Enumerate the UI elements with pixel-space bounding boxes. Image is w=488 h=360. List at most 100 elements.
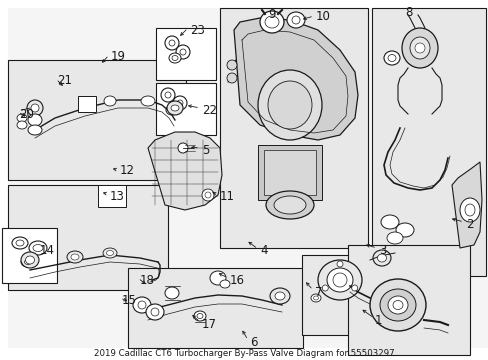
Ellipse shape: [169, 40, 175, 46]
Ellipse shape: [169, 108, 175, 112]
Ellipse shape: [392, 301, 402, 310]
Bar: [8, 60, 185, 180]
Ellipse shape: [169, 53, 181, 63]
Bar: [371, 8, 485, 276]
Ellipse shape: [226, 73, 237, 83]
Text: 14: 14: [40, 243, 55, 256]
Text: 20: 20: [19, 108, 34, 121]
Ellipse shape: [146, 304, 163, 320]
Ellipse shape: [267, 81, 311, 129]
Ellipse shape: [401, 28, 437, 68]
Ellipse shape: [209, 271, 225, 285]
Ellipse shape: [380, 215, 398, 229]
Ellipse shape: [27, 100, 43, 116]
Ellipse shape: [133, 297, 151, 313]
Ellipse shape: [313, 296, 318, 300]
Ellipse shape: [372, 250, 390, 266]
Ellipse shape: [336, 261, 342, 267]
Text: 21: 21: [57, 73, 72, 86]
Ellipse shape: [21, 252, 39, 268]
Ellipse shape: [24, 260, 31, 265]
Text: 15: 15: [122, 293, 137, 306]
Ellipse shape: [274, 292, 285, 300]
Ellipse shape: [332, 273, 346, 287]
Text: 5: 5: [202, 144, 209, 157]
Ellipse shape: [202, 189, 214, 201]
Text: 13: 13: [110, 189, 124, 202]
Bar: [258, 145, 321, 200]
Ellipse shape: [387, 54, 395, 62]
Ellipse shape: [197, 314, 203, 319]
Text: 18: 18: [140, 274, 155, 287]
Ellipse shape: [178, 143, 187, 153]
Bar: [302, 255, 393, 335]
Ellipse shape: [167, 101, 183, 115]
Ellipse shape: [17, 114, 27, 122]
Ellipse shape: [12, 237, 28, 249]
Ellipse shape: [291, 16, 299, 24]
Ellipse shape: [180, 49, 185, 55]
Ellipse shape: [164, 287, 179, 299]
Ellipse shape: [161, 88, 175, 102]
Ellipse shape: [258, 70, 321, 140]
Ellipse shape: [387, 296, 407, 314]
Ellipse shape: [264, 16, 279, 28]
Ellipse shape: [165, 105, 178, 115]
Bar: [8, 185, 168, 290]
Ellipse shape: [459, 198, 479, 222]
Ellipse shape: [204, 192, 210, 198]
Ellipse shape: [151, 308, 159, 316]
Ellipse shape: [31, 104, 39, 112]
Polygon shape: [148, 132, 222, 210]
Text: 7: 7: [314, 285, 322, 298]
Ellipse shape: [286, 12, 305, 28]
Text: 4: 4: [260, 244, 267, 257]
Ellipse shape: [177, 100, 183, 106]
Ellipse shape: [33, 244, 43, 252]
Ellipse shape: [351, 285, 357, 291]
Ellipse shape: [464, 204, 474, 216]
Bar: [347, 245, 469, 355]
Bar: [264, 150, 315, 195]
Ellipse shape: [322, 285, 327, 291]
Ellipse shape: [176, 45, 190, 59]
Text: 2019 Cadillac CT6 Turbocharger By-Pass Valve Diagram for 55503297: 2019 Cadillac CT6 Turbocharger By-Pass V…: [94, 348, 394, 357]
Bar: [220, 8, 367, 248]
Text: 8: 8: [404, 6, 411, 19]
Ellipse shape: [377, 254, 386, 262]
Ellipse shape: [106, 251, 113, 256]
Text: 2: 2: [465, 217, 472, 230]
Ellipse shape: [414, 43, 424, 53]
Ellipse shape: [379, 289, 415, 321]
Text: 17: 17: [202, 318, 217, 330]
Text: 6: 6: [249, 336, 257, 348]
Bar: [98, 185, 126, 207]
Ellipse shape: [265, 191, 313, 219]
Ellipse shape: [29, 241, 47, 255]
Bar: [2, 228, 57, 283]
Ellipse shape: [326, 268, 352, 292]
Ellipse shape: [173, 96, 186, 110]
Ellipse shape: [269, 288, 289, 304]
Ellipse shape: [71, 254, 79, 260]
Text: 9: 9: [267, 8, 275, 21]
Ellipse shape: [409, 37, 429, 59]
Ellipse shape: [171, 105, 179, 111]
Ellipse shape: [141, 96, 155, 106]
Bar: [156, 83, 216, 135]
Bar: [128, 268, 303, 348]
Ellipse shape: [273, 196, 305, 214]
Ellipse shape: [138, 301, 146, 309]
Ellipse shape: [28, 114, 42, 126]
Text: 19: 19: [111, 50, 126, 63]
Text: 11: 11: [220, 190, 235, 203]
Ellipse shape: [104, 96, 116, 106]
Ellipse shape: [17, 121, 27, 129]
Ellipse shape: [220, 280, 229, 288]
Text: 16: 16: [229, 274, 244, 287]
Ellipse shape: [164, 92, 171, 98]
Ellipse shape: [395, 223, 413, 237]
Text: 3: 3: [378, 243, 386, 256]
Ellipse shape: [103, 248, 117, 258]
Polygon shape: [451, 162, 481, 248]
